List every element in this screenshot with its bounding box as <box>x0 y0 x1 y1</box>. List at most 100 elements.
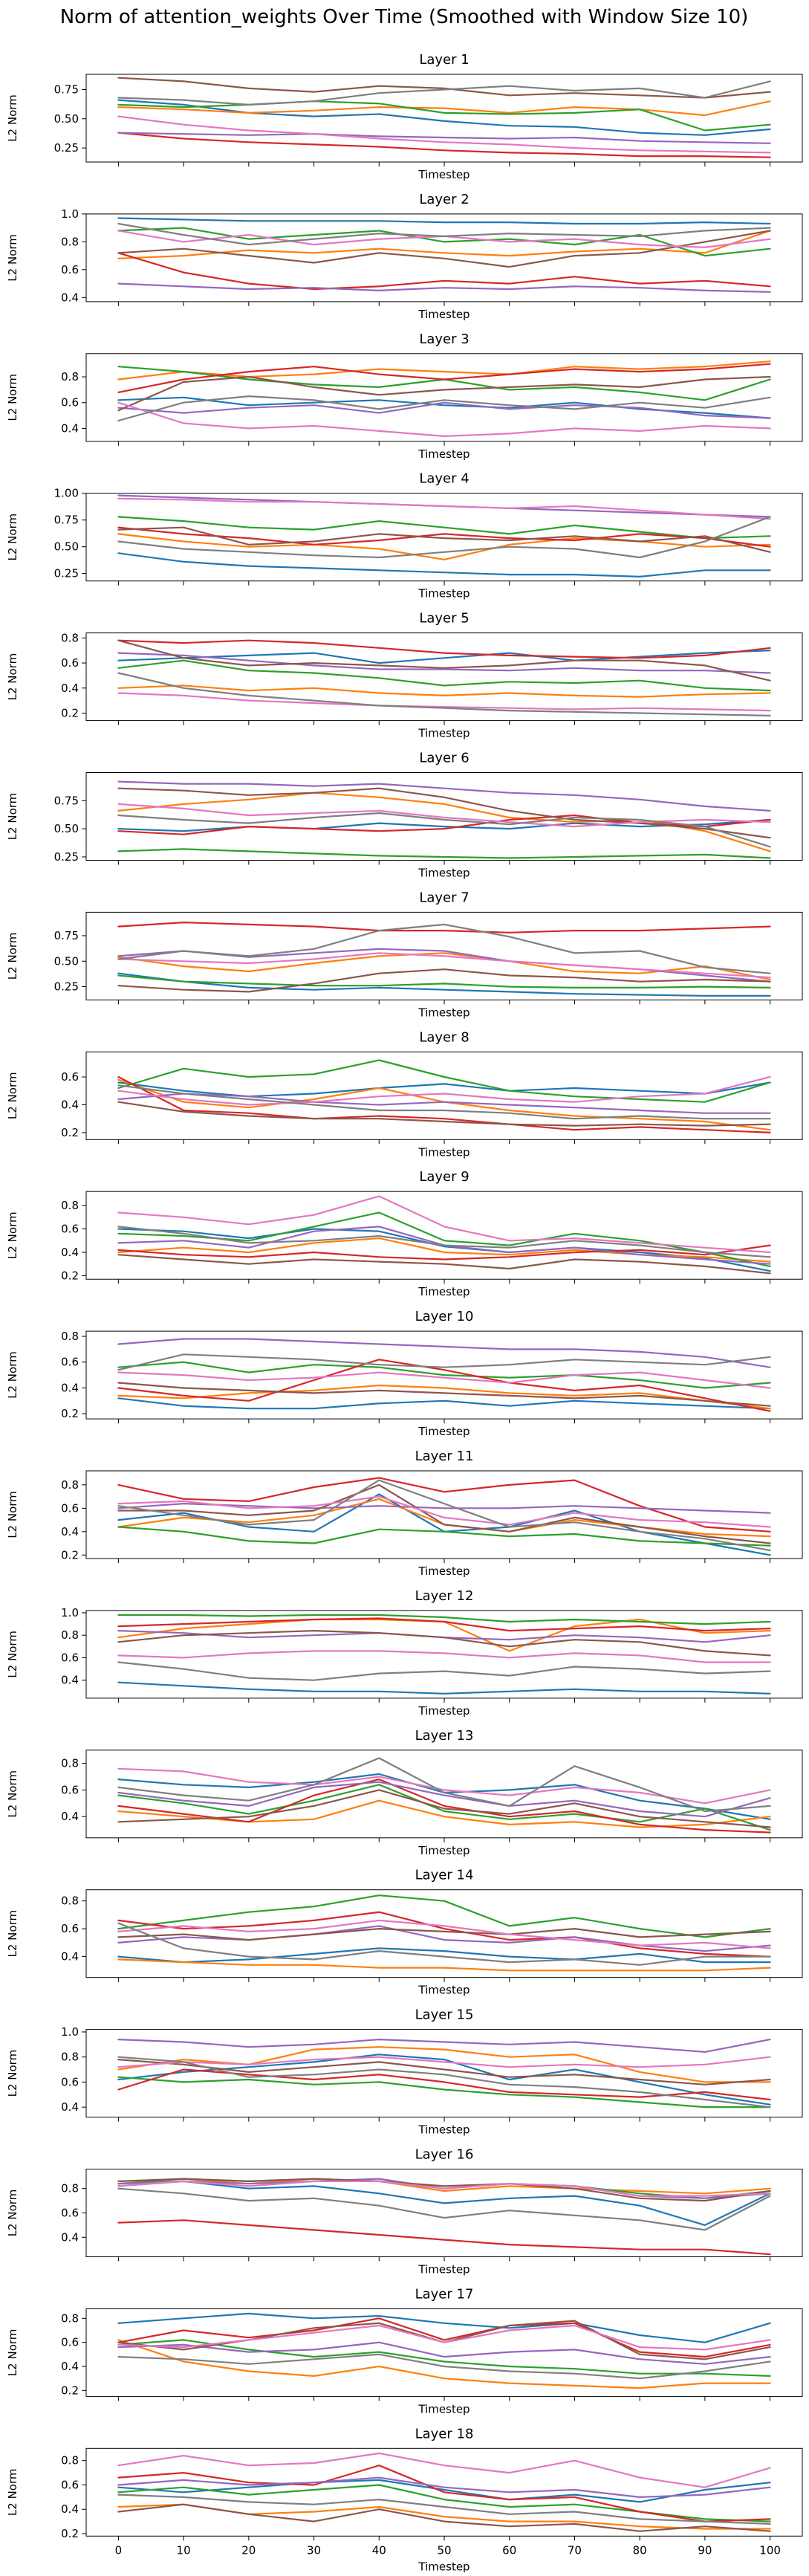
series-line-4 <box>117 1617 771 1632</box>
y-tick-label: 0.4 <box>61 2360 79 2373</box>
x-tick-label: 40 <box>372 2543 386 2557</box>
subplot-layer-7: Layer 7 0.25 0.50 0.75 Timestep L2 Norm <box>6 890 803 1019</box>
y-tick-label: 0.25 <box>54 141 79 155</box>
series-line-7 <box>117 2452 771 2488</box>
y-tick-label: 0.4 <box>61 421 79 435</box>
y-tick-label: 0.6 <box>61 1783 79 1796</box>
y-tick-label: 0.6 <box>61 396 79 410</box>
series-line-5 <box>117 1093 771 1114</box>
series-line-4 <box>117 1359 771 1412</box>
y-tick-label: 0.8 <box>61 2051 79 2064</box>
series-line-6 <box>117 1254 771 1275</box>
y-axis-label: L2 Norm <box>6 1351 19 1399</box>
x-tick-label: 70 <box>568 2543 582 2557</box>
series-line-3 <box>117 516 771 540</box>
x-axis-label: Timestep <box>418 1704 470 1718</box>
x-tick-label: 10 <box>177 2543 191 2557</box>
y-tick-label: 0.8 <box>61 2454 79 2467</box>
subplot-title: Layer 13 <box>415 1728 474 1744</box>
subplot-layer-8: Layer 8 0.2 0.4 0.6 Timestep L2 Norm <box>6 1029 803 1159</box>
y-tick-label: 0.25 <box>54 980 79 994</box>
series-line-8 <box>117 1661 771 1681</box>
series-line-7 <box>117 1075 771 1106</box>
y-tick-label: 0.6 <box>61 263 79 276</box>
y-tick-label: 0.6 <box>61 1223 79 1236</box>
series-line-3 <box>117 1614 771 1625</box>
series-line-6 <box>117 2503 771 2532</box>
y-tick-label: 1.0 <box>61 1606 79 1619</box>
subplot-title: Layer 14 <box>415 1868 474 1883</box>
y-tick-label: 0.4 <box>61 291 79 304</box>
y-axis-label: L2 Norm <box>6 234 19 282</box>
series-line-7 <box>117 1919 771 1949</box>
y-axis-label: L2 Norm <box>6 94 19 142</box>
y-axis-label: L2 Norm <box>6 1770 19 1818</box>
series-line-7 <box>117 401 771 438</box>
y-tick-label: 0.4 <box>61 2502 79 2516</box>
series-line-8 <box>117 1757 771 1813</box>
series-line-3 <box>117 1784 771 1831</box>
y-tick-label: 0.6 <box>61 2478 79 2491</box>
y-tick-label: 0.50 <box>54 540 79 554</box>
series-line-7 <box>117 2324 771 2351</box>
series-line-5 <box>117 282 771 293</box>
y-tick-label: 0.6 <box>61 1356 79 1369</box>
y-axis-label: L2 Norm <box>6 1072 19 1120</box>
y-tick-label: 0.25 <box>54 567 79 580</box>
series-line-6 <box>117 639 771 682</box>
y-tick-label: 0.6 <box>61 2075 79 2088</box>
series-line-1 <box>117 2479 771 2503</box>
x-axis-label: Timestep <box>418 867 470 880</box>
subplot-layer-18: Layer 18 0.2 0.4 0.6 0.8 0 10 20 30 40 50 60 70 80 90 1… <box>6 2426 803 2573</box>
series-line-1 <box>117 650 771 664</box>
series-line-2 <box>117 2339 771 2389</box>
subplot-title: Layer 15 <box>415 2007 474 2023</box>
series-line-1 <box>117 99 771 136</box>
y-tick-label: 0.75 <box>54 929 79 942</box>
subplot-layer-14: Layer 14 0.4 0.6 0.8 Timestep L2 Norm <box>6 1868 803 1997</box>
series-line-3 <box>117 1526 771 1547</box>
series-line-4 <box>117 526 771 548</box>
series-line-1 <box>117 217 771 225</box>
y-tick-label: 0.6 <box>61 2336 79 2349</box>
subplot-layer-10: Layer 10 0.2 0.4 0.6 0.8 Timestep L2 Norm <box>6 1309 803 1438</box>
series-line-5 <box>117 2039 771 2053</box>
series-line-6 <box>117 1928 771 1941</box>
x-axis-label: Timestep <box>418 1844 470 1857</box>
y-tick-label: 0.6 <box>61 1501 79 1515</box>
x-axis-label: Timestep <box>418 168 470 181</box>
y-tick-label: 0.50 <box>54 112 79 126</box>
series-line-8 <box>117 2056 771 2109</box>
y-tick-label: 0.75 <box>54 794 79 807</box>
series-line-6 <box>117 1382 771 1407</box>
y-tick-label: 0.50 <box>54 954 79 968</box>
y-tick-label: 0.2 <box>61 2384 79 2397</box>
subplot-layer-15: Layer 15 0.4 0.6 0.8 1.0 Timestep L2 Norm <box>6 2007 803 2137</box>
series-line-8 <box>117 1353 771 1371</box>
y-tick-label: 0.4 <box>61 1950 79 1964</box>
subplot-title: Layer 5 <box>419 611 469 627</box>
series-line-8 <box>117 923 771 974</box>
y-tick-label: 0.2 <box>61 706 79 719</box>
y-tick-label: 0.4 <box>61 1810 79 1823</box>
series-line-4 <box>117 2219 771 2256</box>
x-tick-label: 30 <box>307 2543 321 2557</box>
series-line-7 <box>117 497 771 520</box>
series-line-1 <box>117 972 771 997</box>
x-axis-label: Timestep <box>418 587 470 601</box>
y-tick-label: 0.25 <box>54 850 79 864</box>
series-line-1 <box>117 1081 771 1098</box>
subplot-title: Layer 6 <box>419 751 469 766</box>
series-line-6 <box>117 2178 771 2202</box>
subplot-layer-1: Layer 1 0.25 0.50 0.75 Timestep L2 Norm <box>6 52 803 181</box>
subplot-title: Layer 10 <box>415 1309 474 1324</box>
x-axis-label: Timestep <box>418 2263 470 2276</box>
series-line-6 <box>117 1630 771 1657</box>
series-line-6 <box>117 2059 771 2085</box>
series-line-8 <box>117 1084 771 1120</box>
series-line-2 <box>117 685 771 698</box>
y-tick-label: 0.2 <box>61 1269 79 1282</box>
y-tick-label: 0.8 <box>61 2311 79 2325</box>
series-line-1 <box>117 552 771 578</box>
